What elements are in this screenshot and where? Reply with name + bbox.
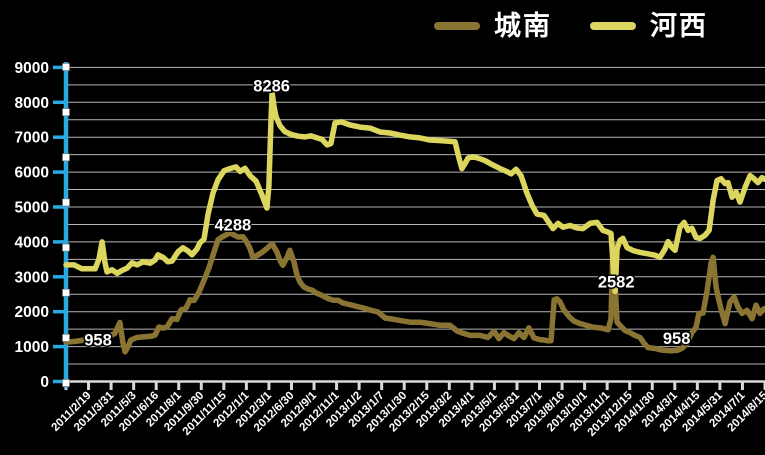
axis-selection-handle[interactable] bbox=[62, 379, 70, 387]
series-swatch-hexi bbox=[590, 22, 636, 30]
series-line-chengnan[interactable] bbox=[63, 230, 765, 355]
data-label: 2582 bbox=[598, 273, 635, 291]
y-axis-label: 1000 bbox=[15, 339, 49, 356]
series-swatch-chengnan bbox=[434, 22, 480, 30]
y-axis-label: 7000 bbox=[15, 130, 49, 147]
y-axis-label: 3000 bbox=[15, 269, 49, 286]
legend-item-chengnan[interactable]: 城南 bbox=[434, 10, 552, 41]
axis-selection-handle[interactable] bbox=[62, 153, 70, 162]
axis-selection-handle[interactable] bbox=[62, 108, 70, 116]
legend-item-hexi[interactable]: 河西 bbox=[590, 10, 708, 41]
y-axis-label: 6000 bbox=[15, 165, 49, 182]
data-label: 8286 bbox=[253, 78, 290, 96]
data-label: 958 bbox=[663, 330, 691, 348]
chart-legend: 城南 河西 bbox=[434, 2, 708, 50]
axis-selection-handle[interactable] bbox=[62, 288, 70, 297]
y-axis-label: 5000 bbox=[15, 200, 49, 217]
y-axis-label: 0 bbox=[40, 374, 49, 391]
y-axis-label: 9000 bbox=[15, 60, 49, 77]
y-axis-label: 4000 bbox=[15, 234, 49, 251]
data-label: 958 bbox=[84, 331, 112, 349]
y-axis-label: 8000 bbox=[15, 95, 49, 112]
data-label: 4288 bbox=[214, 216, 251, 234]
y-axis-label: 2000 bbox=[15, 304, 49, 321]
legend-label-hexi: 河西 bbox=[650, 10, 708, 41]
legend-label-chengnan: 城南 bbox=[494, 10, 552, 41]
series-line-hexi[interactable] bbox=[63, 89, 765, 295]
axis-selection-handle[interactable] bbox=[62, 63, 70, 71]
axis-selection-handle[interactable] bbox=[62, 198, 70, 207]
axis-selection-handle[interactable] bbox=[62, 243, 70, 252]
axis-selection-handle[interactable] bbox=[62, 334, 70, 342]
